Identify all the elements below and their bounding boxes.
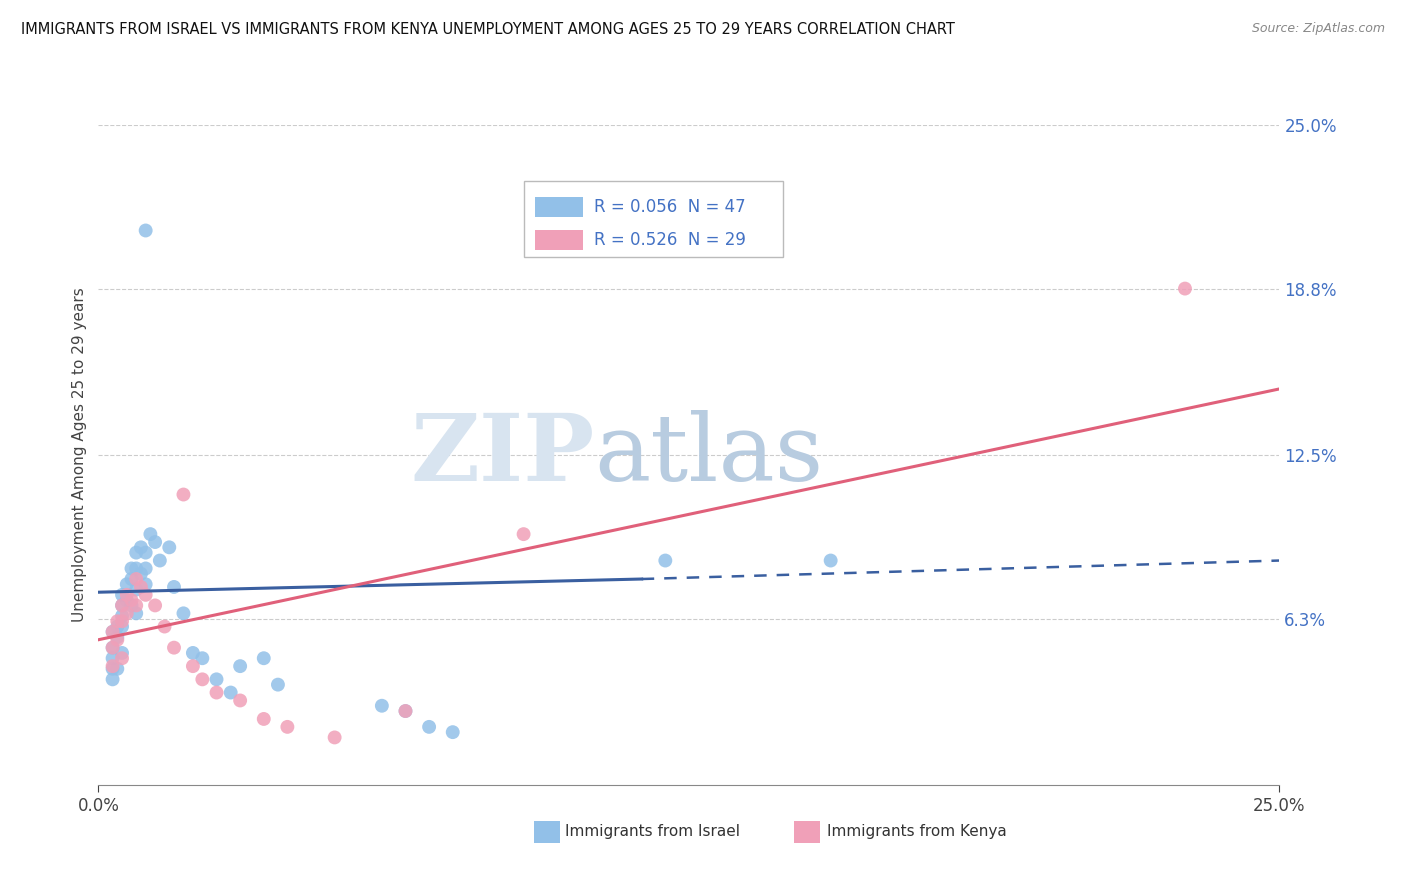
Point <box>418 720 440 734</box>
Point <box>129 566 152 581</box>
Point <box>229 659 252 673</box>
Text: atlas: atlas <box>595 410 824 500</box>
Point <box>394 704 416 718</box>
Point <box>105 630 128 644</box>
Y-axis label: Unemployment Among Ages 25 to 29 years: Unemployment Among Ages 25 to 29 years <box>72 287 87 623</box>
Point <box>105 614 128 628</box>
Point <box>111 599 134 613</box>
Point <box>115 588 138 602</box>
Point <box>181 659 204 673</box>
Text: Source: ZipAtlas.com: Source: ZipAtlas.com <box>1251 22 1385 36</box>
Point <box>115 593 138 607</box>
Point <box>143 535 166 549</box>
Point <box>135 546 157 560</box>
Point <box>149 553 172 567</box>
Point <box>163 580 186 594</box>
Point <box>101 624 124 639</box>
Point <box>125 546 148 560</box>
Point <box>101 659 124 673</box>
Point <box>121 561 143 575</box>
Point <box>253 651 276 665</box>
Point <box>205 673 228 687</box>
Point <box>181 646 204 660</box>
Point <box>172 487 194 501</box>
Point <box>371 698 394 713</box>
Point <box>143 599 166 613</box>
Point <box>121 572 143 586</box>
Point <box>654 553 676 567</box>
Bar <box>536 230 582 251</box>
Point <box>135 223 157 237</box>
Bar <box>536 197 582 218</box>
Point <box>111 599 134 613</box>
Point <box>191 651 214 665</box>
Point <box>229 693 252 707</box>
Point <box>111 619 134 633</box>
Point <box>121 593 143 607</box>
Text: ZIP: ZIP <box>411 410 595 500</box>
Text: R = 0.056  N = 47: R = 0.056 N = 47 <box>595 198 747 217</box>
Point <box>125 561 148 575</box>
Point <box>219 685 242 699</box>
Point <box>101 624 124 639</box>
Point <box>115 577 138 591</box>
Point <box>512 527 534 541</box>
FancyBboxPatch shape <box>523 181 783 257</box>
Point <box>105 662 128 676</box>
Point <box>157 541 180 555</box>
Point <box>191 673 214 687</box>
Point <box>111 609 134 624</box>
Point <box>135 561 157 575</box>
Point <box>205 685 228 699</box>
Point <box>101 640 124 655</box>
Point <box>267 678 290 692</box>
Text: R = 0.526  N = 29: R = 0.526 N = 29 <box>595 231 747 250</box>
Point <box>105 632 128 647</box>
Point <box>101 662 124 676</box>
Point <box>111 646 134 660</box>
Point <box>820 553 842 567</box>
Point <box>125 582 148 597</box>
Point <box>172 607 194 621</box>
Point <box>125 607 148 621</box>
Point <box>139 527 162 541</box>
Point <box>276 720 298 734</box>
Point <box>101 640 124 655</box>
Point <box>129 541 152 555</box>
Point <box>111 651 134 665</box>
Point <box>129 580 152 594</box>
Point <box>115 607 138 621</box>
Point <box>163 640 186 655</box>
Point <box>101 673 124 687</box>
Point <box>323 731 346 745</box>
Point <box>441 725 464 739</box>
Point <box>121 599 143 613</box>
Point <box>111 588 134 602</box>
Point <box>111 614 134 628</box>
Text: Immigrants from Kenya: Immigrants from Kenya <box>827 824 1007 839</box>
Point <box>101 651 124 665</box>
Point <box>105 619 128 633</box>
Point <box>253 712 276 726</box>
Point <box>394 704 416 718</box>
Text: Immigrants from Israel: Immigrants from Israel <box>565 824 740 839</box>
Point <box>125 599 148 613</box>
Point <box>125 572 148 586</box>
Point <box>135 577 157 591</box>
Point <box>135 588 157 602</box>
Point <box>1174 282 1197 296</box>
Text: IMMIGRANTS FROM ISRAEL VS IMMIGRANTS FROM KENYA UNEMPLOYMENT AMONG AGES 25 TO 29: IMMIGRANTS FROM ISRAEL VS IMMIGRANTS FRO… <box>21 22 955 37</box>
Point <box>153 619 176 633</box>
